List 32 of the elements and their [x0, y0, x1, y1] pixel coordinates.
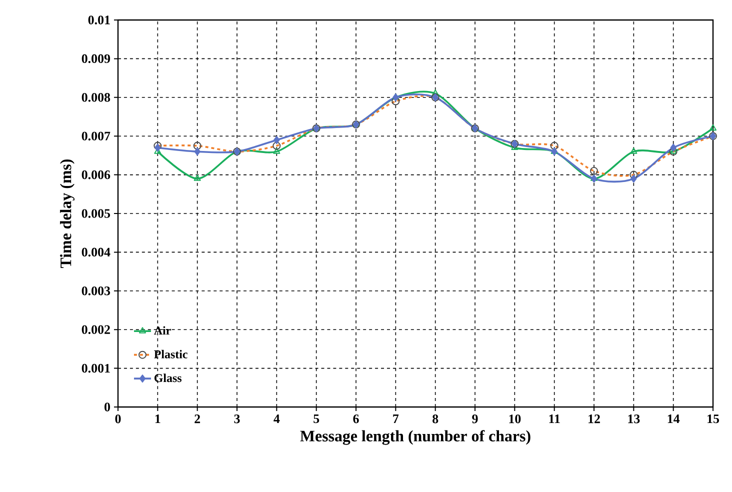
x-tick-label: 4	[274, 414, 280, 424]
x-tick-label: 5	[314, 414, 320, 424]
x-tick-label: 13	[628, 414, 640, 424]
x-tick-label: 12	[588, 414, 600, 424]
y-tick-label: 0.003	[82, 286, 110, 296]
y-tick-label: 0.001	[82, 364, 110, 373]
x-tick-label: 3	[234, 414, 240, 424]
y-tick-label: 0.008	[82, 93, 110, 102]
y-tick-label: 0.007	[82, 132, 110, 140]
y-tick-label: 0.01	[88, 16, 110, 24]
x-tick-label: 7	[393, 414, 399, 423]
y-tick-label: 0	[104, 402, 110, 412]
y-axis-title: Time delay (ms)	[60, 159, 75, 268]
x-tick-label: 11	[549, 414, 560, 424]
y-tick-label: 0.002	[82, 325, 110, 334]
legend-label: Air	[154, 326, 171, 334]
x-tick-label: 10	[509, 414, 521, 424]
x-tick-label: 9	[472, 414, 478, 424]
x-tick-label: 15	[708, 414, 720, 424]
x-tick-label: 1	[155, 414, 160, 424]
x-tick-label: 0	[115, 414, 121, 424]
x-tick-label: 6	[353, 414, 359, 424]
legend-label: Glass	[154, 374, 182, 382]
legend-label: Plastic	[154, 350, 188, 358]
x-tick-label: 14	[668, 414, 680, 424]
y-tick-label: 0.009	[82, 54, 110, 64]
y-tick-label: 0.006	[82, 170, 110, 180]
y-tick-label: 0.004	[82, 248, 110, 257]
x-tick-label: 2	[194, 414, 200, 424]
x-tick-label: 8	[432, 414, 438, 424]
x-axis-title: Message length (number of chars)	[300, 430, 530, 445]
y-tick-label: 0.005	[82, 209, 110, 218]
